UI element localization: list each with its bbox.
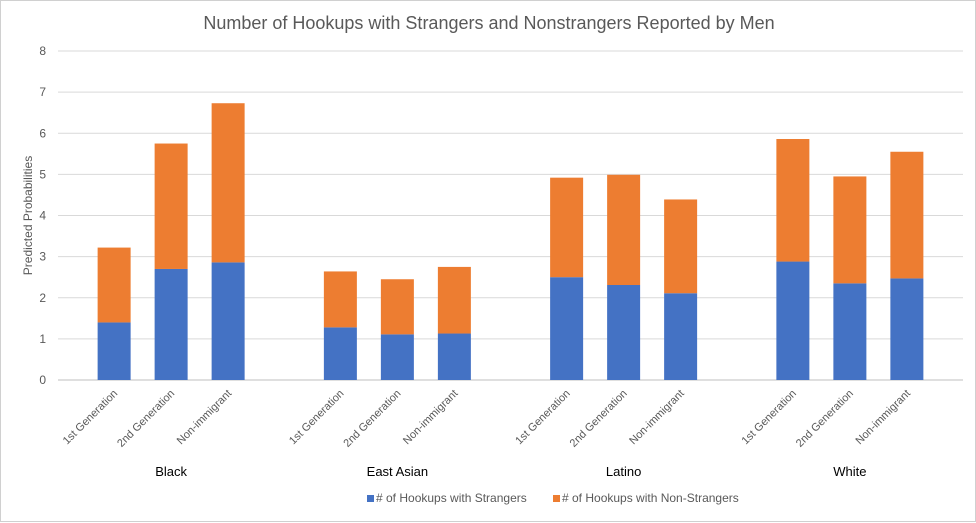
y-tick-label: 7 bbox=[39, 85, 46, 99]
y-tick-label: 8 bbox=[39, 44, 46, 58]
bar-segment-strangers bbox=[380, 334, 414, 380]
group-label: White bbox=[833, 464, 866, 479]
bar-segment-non-strangers bbox=[607, 174, 641, 286]
category-label: 1st Generation bbox=[739, 388, 799, 448]
y-axis-title: Predicted Probabilities bbox=[21, 156, 35, 275]
bar-segment-strangers bbox=[776, 261, 810, 380]
category-label: 2nd Generation bbox=[341, 388, 403, 450]
bar-segment-non-strangers bbox=[664, 199, 698, 294]
bar-segment-strangers bbox=[550, 277, 584, 380]
legend-label: # of Hookups with Strangers bbox=[376, 491, 527, 505]
category-label: 1st Generation bbox=[513, 388, 573, 448]
category-label: 2nd Generation bbox=[568, 388, 630, 450]
y-tick-label: 4 bbox=[39, 209, 46, 223]
bar-segment-non-strangers bbox=[776, 139, 810, 262]
y-tick-label: 6 bbox=[39, 126, 46, 140]
bar-segment-non-strangers bbox=[437, 266, 471, 334]
bar-segment-non-strangers bbox=[550, 177, 584, 278]
legend-swatch bbox=[553, 495, 560, 502]
bar-segment-strangers bbox=[833, 283, 867, 380]
category-label: 1st Generation bbox=[61, 388, 121, 448]
category-label: Non-immigrant bbox=[175, 388, 234, 447]
bar-segment-non-strangers bbox=[211, 103, 245, 263]
bar-segment-non-strangers bbox=[323, 271, 357, 328]
group-label: Latino bbox=[606, 464, 641, 479]
bar-segment-strangers bbox=[607, 285, 641, 380]
category-label: 1st Generation bbox=[287, 388, 347, 448]
y-tick-label: 5 bbox=[39, 167, 46, 181]
category-label: Non-immigrant bbox=[401, 388, 460, 447]
legend-label: # of Hookups with Non-Strangers bbox=[562, 491, 739, 505]
bar-segment-non-strangers bbox=[97, 247, 131, 323]
group-label: Black bbox=[155, 464, 187, 479]
bar-segment-strangers bbox=[323, 327, 357, 380]
bar-segment-strangers bbox=[211, 262, 245, 380]
y-tick-label: 3 bbox=[39, 250, 46, 264]
bar-segment-non-strangers bbox=[154, 143, 188, 269]
chart-title: Number of Hookups with Strangers and Non… bbox=[203, 13, 775, 33]
group-label: East Asian bbox=[367, 464, 428, 479]
bar-segment-non-strangers bbox=[380, 279, 414, 335]
bar-segment-non-strangers bbox=[890, 151, 924, 279]
category-label: 2nd Generation bbox=[115, 388, 177, 450]
category-label: 2nd Generation bbox=[794, 388, 856, 450]
legend-swatch bbox=[367, 495, 374, 502]
bar-segment-strangers bbox=[154, 268, 188, 380]
y-tick-label: 1 bbox=[39, 332, 46, 346]
category-label: Non-immigrant bbox=[627, 388, 686, 447]
bar-segment-strangers bbox=[890, 278, 924, 380]
y-tick-label: 0 bbox=[39, 373, 46, 387]
y-tick-label: 2 bbox=[39, 291, 46, 305]
bar-segment-strangers bbox=[97, 322, 131, 380]
bar-segment-non-strangers bbox=[833, 176, 867, 284]
bar-segment-strangers bbox=[664, 293, 698, 380]
bar-segment-strangers bbox=[437, 333, 471, 380]
category-label: Non-immigrant bbox=[853, 388, 912, 447]
